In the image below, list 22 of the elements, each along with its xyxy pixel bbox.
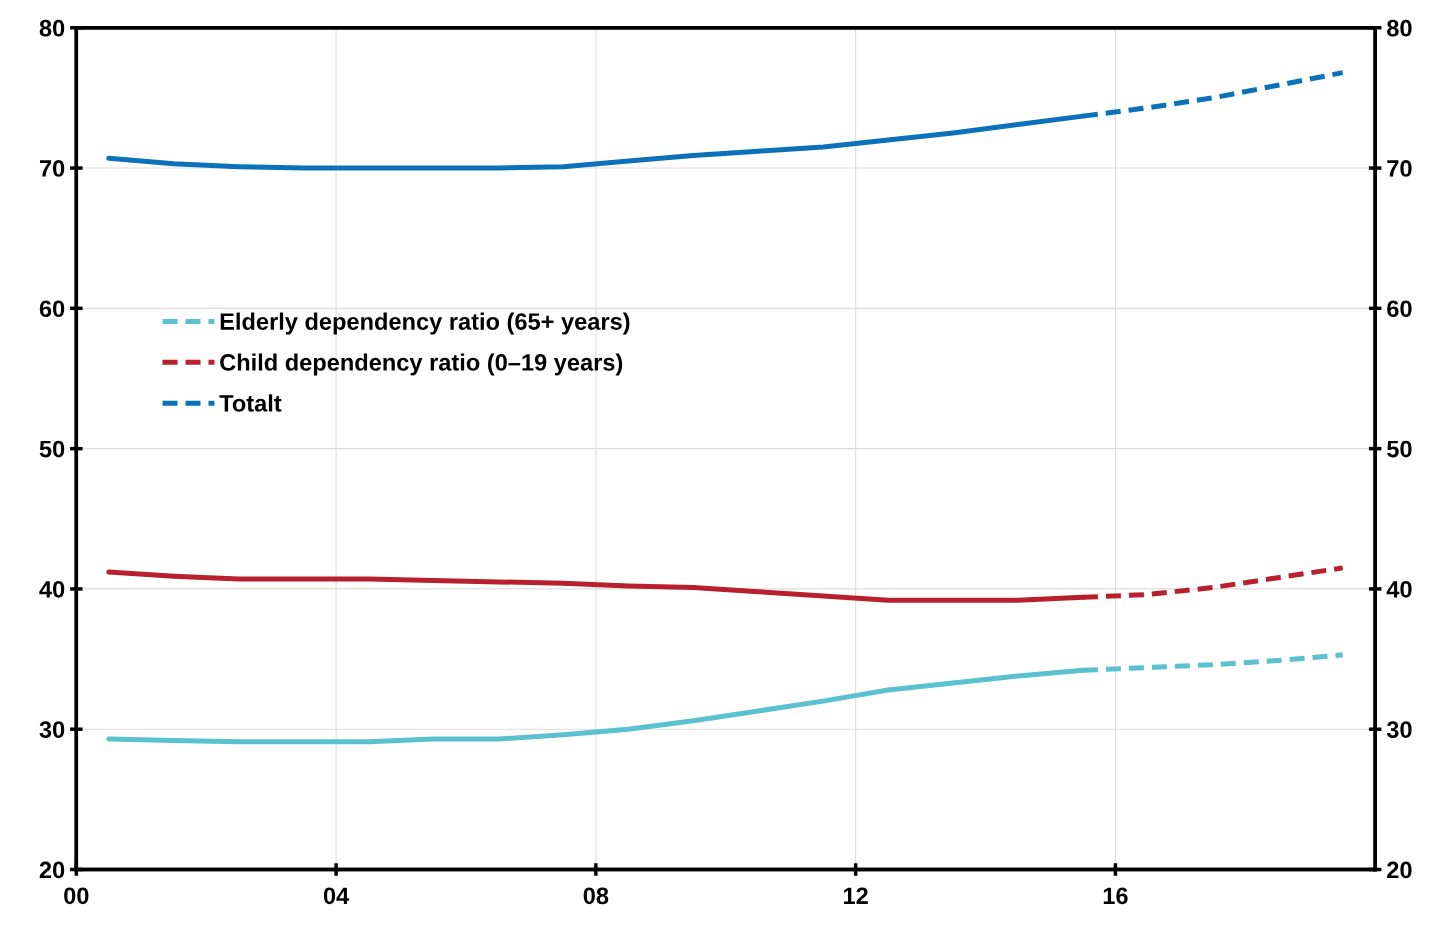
x-tick-label: 00 bbox=[64, 887, 89, 905]
y-tick-label: 50 bbox=[39, 440, 65, 458]
legend-label: Child dependency ratio (0–19 years) bbox=[220, 353, 623, 376]
y-tick-label: 60 bbox=[39, 300, 65, 318]
x-tick-label: 04 bbox=[323, 887, 350, 905]
y-tick-label: 80 bbox=[39, 19, 65, 37]
legend-label: Totalt bbox=[219, 394, 282, 412]
y-tick-label: 30 bbox=[39, 721, 65, 739]
legend-label: Elderly dependency ratio (65+ years) bbox=[220, 312, 630, 335]
y2-tick-label: 20 bbox=[1387, 861, 1412, 879]
x-tick-label: 12 bbox=[844, 887, 868, 904]
y2-tick-label: 40 bbox=[1386, 580, 1412, 598]
x-tick-label: 16 bbox=[1103, 887, 1128, 905]
y2-tick-label: 50 bbox=[1387, 440, 1412, 458]
x-tick-label: 08 bbox=[583, 887, 609, 905]
y2-tick-label: 70 bbox=[1387, 160, 1412, 177]
y2-tick-label: 30 bbox=[1386, 721, 1412, 739]
y-tick-label: 20 bbox=[39, 861, 65, 879]
y-tick-label: 40 bbox=[39, 580, 65, 598]
y2-tick-label: 60 bbox=[1387, 300, 1412, 318]
y-tick-label: 70 bbox=[39, 160, 65, 177]
y2-tick-label: 80 bbox=[1387, 19, 1412, 37]
